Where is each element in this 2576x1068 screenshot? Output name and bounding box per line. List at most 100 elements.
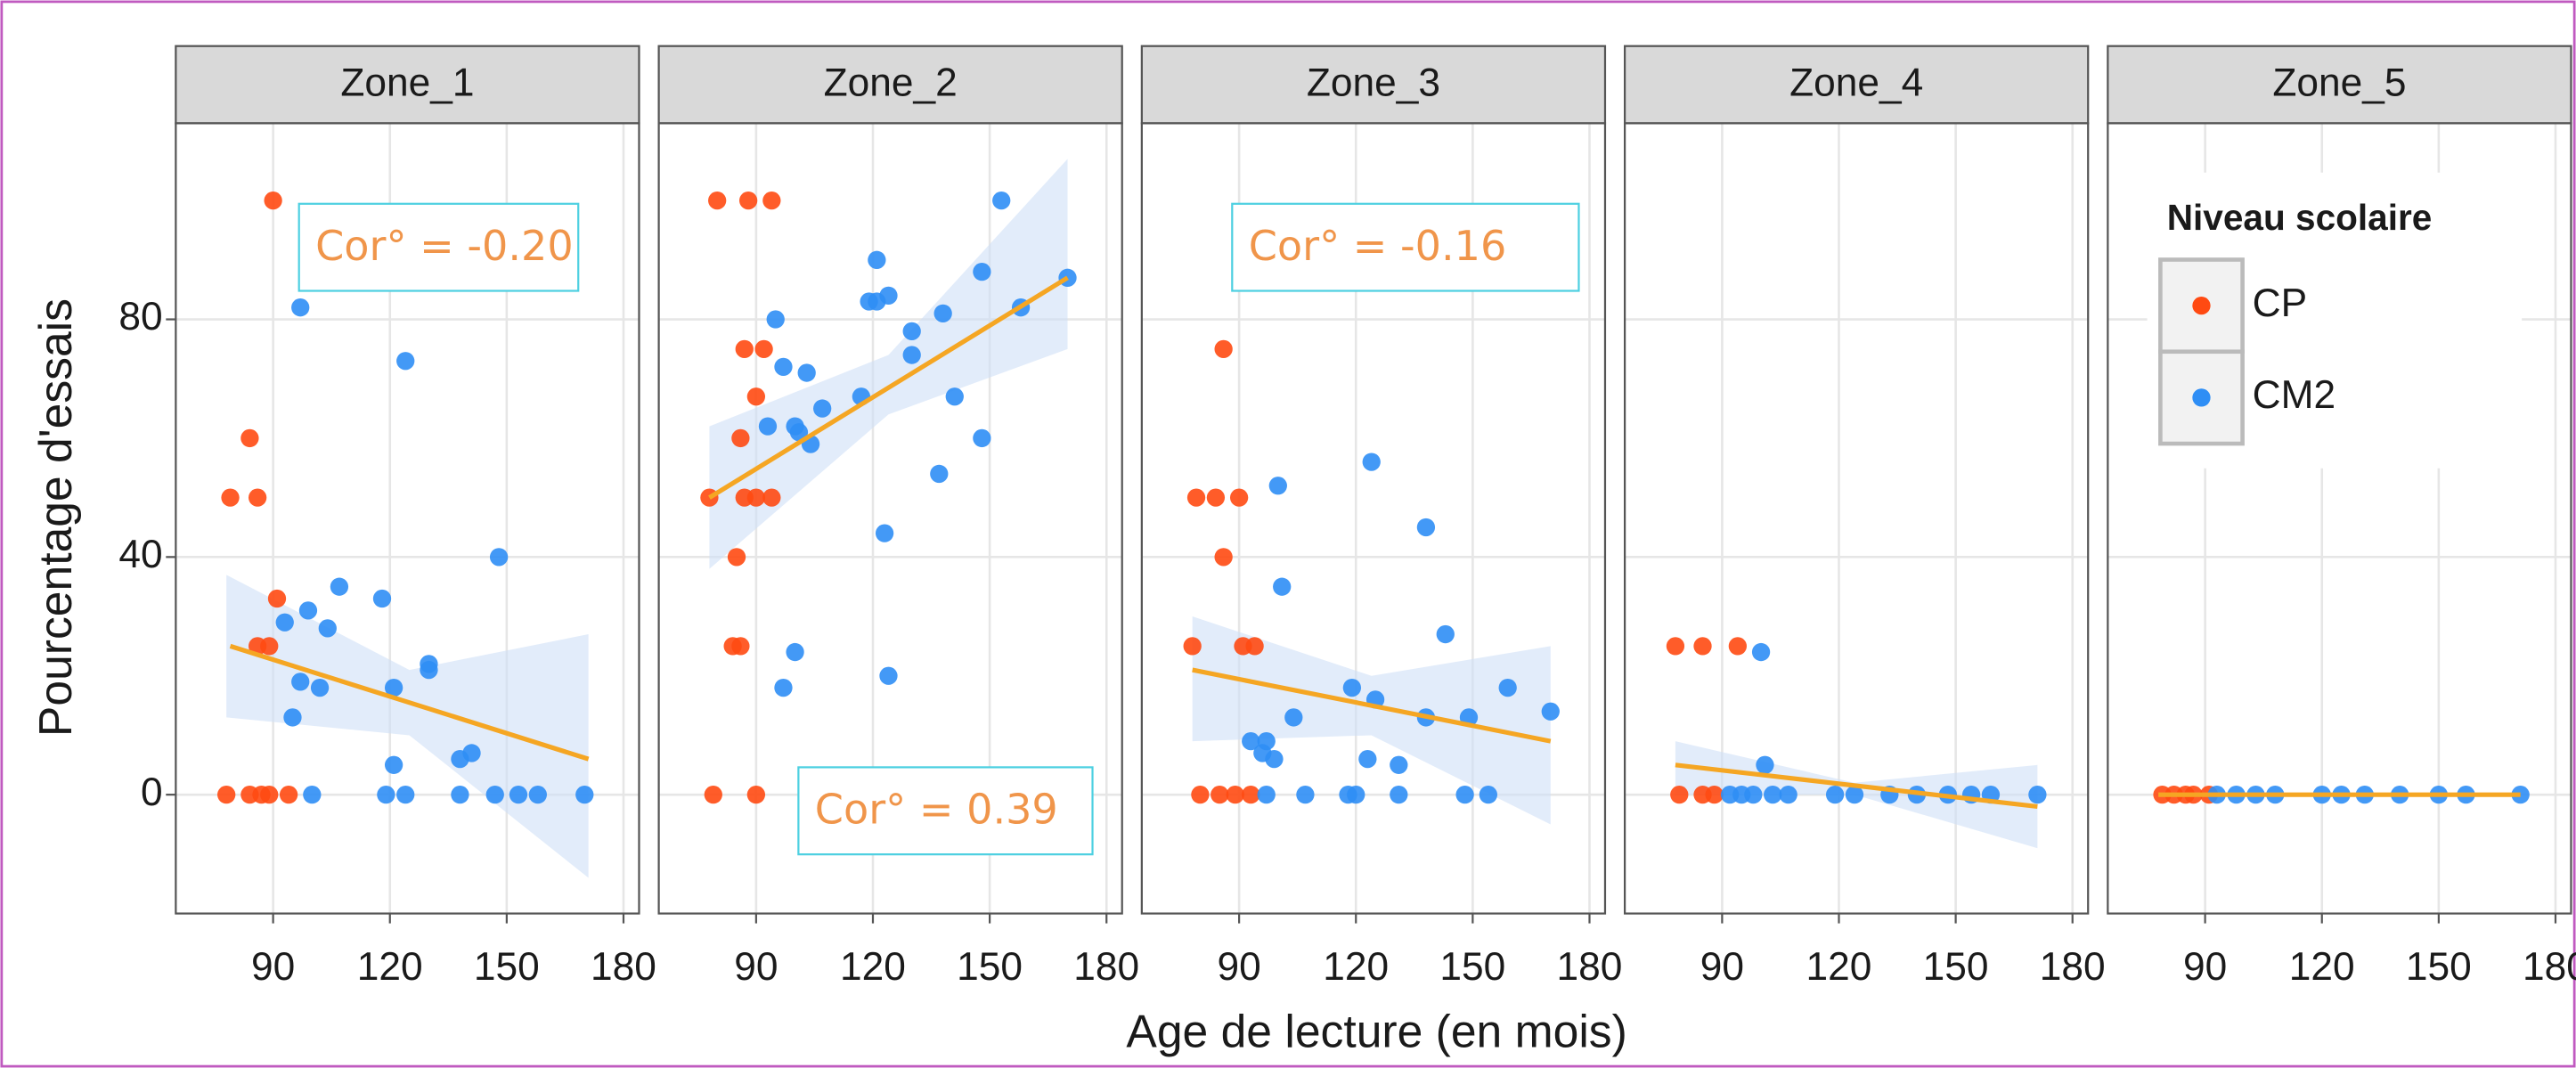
point [1416,518,1436,537]
point [1284,708,1303,727]
x-tick-label: 120 [357,945,423,989]
point [738,191,758,210]
x-tick-label: 120 [1806,945,1872,989]
point [1211,786,1229,804]
point [746,786,766,804]
strip-title: Zone_2 [824,61,958,105]
strip [657,45,1123,125]
point [774,357,793,377]
annotation-box [797,766,1094,856]
point [509,786,528,804]
point [1242,786,1260,804]
x-tick-label: 90 [2183,945,2227,989]
point [746,488,766,507]
annotation: Cor° = 0.39 [815,786,1058,834]
x-tick-label: 180 [1073,945,1139,989]
point [330,577,349,596]
point [1296,786,1315,804]
point [1265,749,1284,769]
x-tick-label: 120 [2289,945,2355,989]
x-tick-label: 90 [734,945,778,989]
point [420,660,438,680]
point [727,548,746,567]
point [879,286,898,305]
point [1479,786,1497,804]
point [384,678,404,697]
point [1728,637,1747,656]
point [291,673,310,691]
x-tick-label: 90 [1218,945,1261,989]
point [240,428,259,448]
point [1436,624,1455,644]
x-tick-label: 150 [957,945,1023,989]
point [1825,786,1845,804]
panel-border [175,122,640,915]
point [451,786,469,804]
legend-label: CP [2253,281,2307,325]
strip-title: Zone_5 [2272,61,2406,105]
point [731,637,750,656]
point [1845,786,1864,804]
point [789,423,809,442]
x-axis-title: Age de lecture (en mois) [1126,1006,1626,1057]
point [992,191,1011,210]
point [868,250,886,269]
x-tick-label: 180 [2040,945,2106,989]
confidence-band [1192,616,1551,825]
point [1183,637,1202,656]
x-tick-label: 180 [2523,945,2576,989]
point [746,387,766,406]
point [2028,786,2047,804]
point [1541,702,1560,721]
panel-border [1140,122,1607,915]
legend-label: CM2 [2253,373,2336,417]
point [1347,786,1365,804]
point [1390,755,1408,774]
point [1362,452,1381,471]
point [945,387,964,406]
point [1226,786,1244,804]
point [575,786,594,804]
x-tick-label: 90 [251,945,295,989]
x-tick-label: 150 [1923,945,1989,989]
point [1779,786,1797,804]
point [528,786,547,804]
point [1751,642,1771,662]
point [933,304,952,322]
fit-line [1192,667,1552,744]
point [731,428,750,448]
point [310,678,330,697]
x-tick-label: 90 [1700,945,1744,989]
point [489,548,509,567]
y-axis-title: Pourcentage d'essais [29,298,81,737]
x-tick-label: 150 [474,945,540,989]
point [1191,786,1210,804]
point [774,678,793,697]
strip-title: Zone_1 [340,61,474,105]
point [283,708,302,727]
x-tick-label: 180 [591,945,656,989]
point [318,619,337,638]
x-tick-label: 150 [2406,945,2472,989]
y-tick-label: 40 [118,533,162,576]
annotation: Cor° = -0.16 [1249,222,1507,270]
point [260,637,279,656]
x-tick-label: 120 [840,945,906,989]
x-tick-label: 180 [1557,945,1623,989]
point [1756,755,1774,774]
point [1455,786,1474,804]
strip-title: Zone_3 [1307,61,1440,105]
point [973,428,991,448]
point [1214,548,1233,567]
point [1342,678,1362,697]
point [1245,637,1264,656]
point [279,786,298,804]
point [1498,678,1517,697]
point [1705,786,1724,804]
panel-border [1623,122,2090,915]
plot-area [658,123,1122,914]
point [260,786,279,804]
point [1670,786,1689,804]
annotation-box [1231,202,1580,292]
point [1186,488,1206,507]
